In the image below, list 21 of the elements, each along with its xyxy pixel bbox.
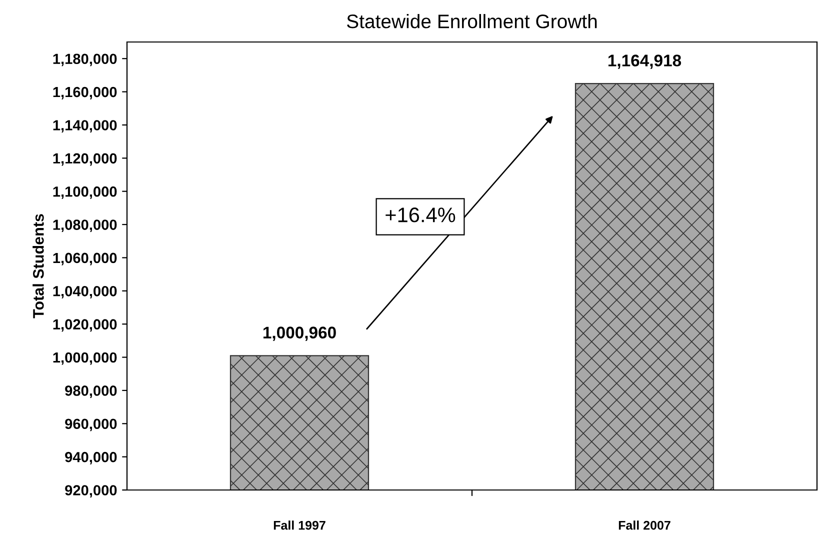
data-label: 1,164,918	[608, 54, 682, 69]
chart-title: Statewide Enrollment Growth	[346, 14, 597, 28]
y-tick-label: 1,000,000	[53, 352, 117, 365]
y-tick-label: 920,000	[65, 485, 117, 498]
data-label: 1,000,960	[263, 326, 336, 341]
y-tick-label: 1,020,000	[53, 319, 117, 332]
y-tick-label: 1,100,000	[53, 186, 117, 199]
y-tick-label: 1,060,000	[53, 252, 117, 266]
annotation: +16.4%	[386, 208, 456, 222]
y-tick-label: 1,140,000	[53, 120, 117, 133]
y-axis-title: Total Students	[32, 214, 44, 318]
y-tick-label: 1,040,000	[53, 286, 117, 298]
y-tick-label: 1,160,000	[53, 86, 117, 100]
y-tick-label: 1,080,000	[53, 220, 117, 232]
y-tick-label: 980,000	[65, 386, 117, 398]
x-tick-label: Fall 2007	[618, 520, 670, 530]
y-tick-label: 1,180,000	[53, 54, 117, 66]
y-tick-label: 960,000	[65, 418, 117, 432]
x-tick-label: Fall 1997	[274, 520, 326, 530]
y-tick-label: 940,000	[65, 452, 117, 464]
y-tick-label: 1,120,000	[53, 153, 117, 166]
